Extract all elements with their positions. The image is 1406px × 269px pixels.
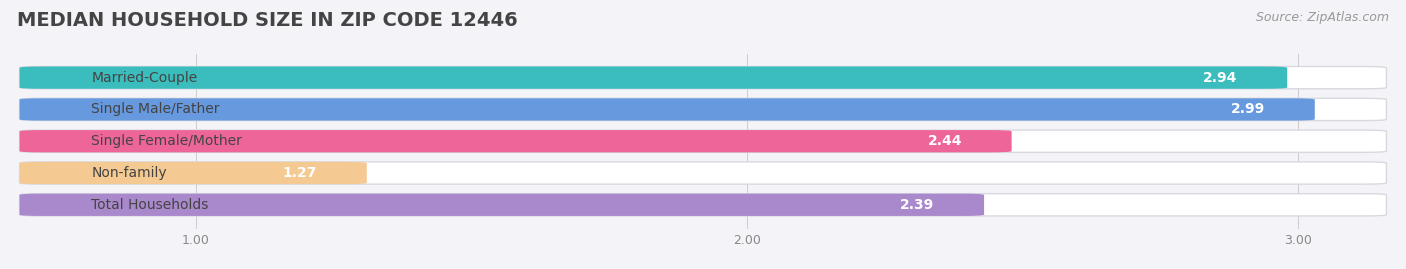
FancyBboxPatch shape <box>20 194 984 216</box>
Text: 1.27: 1.27 <box>283 166 318 180</box>
FancyBboxPatch shape <box>20 194 1386 216</box>
FancyBboxPatch shape <box>20 98 1315 121</box>
Text: Total Households: Total Households <box>91 198 208 212</box>
Text: 2.39: 2.39 <box>900 198 935 212</box>
FancyBboxPatch shape <box>20 66 1288 89</box>
Text: Non-family: Non-family <box>91 166 167 180</box>
FancyBboxPatch shape <box>20 162 367 184</box>
FancyBboxPatch shape <box>20 130 1012 152</box>
FancyBboxPatch shape <box>20 66 1386 89</box>
Text: Married-Couple: Married-Couple <box>91 71 197 85</box>
Text: Source: ZipAtlas.com: Source: ZipAtlas.com <box>1256 11 1389 24</box>
Text: Single Female/Mother: Single Female/Mother <box>91 134 242 148</box>
Text: Single Male/Father: Single Male/Father <box>91 102 219 116</box>
FancyBboxPatch shape <box>20 98 1386 121</box>
Text: MEDIAN HOUSEHOLD SIZE IN ZIP CODE 12446: MEDIAN HOUSEHOLD SIZE IN ZIP CODE 12446 <box>17 11 517 30</box>
Text: 2.44: 2.44 <box>928 134 962 148</box>
Text: 2.99: 2.99 <box>1230 102 1265 116</box>
Text: 2.94: 2.94 <box>1204 71 1237 85</box>
FancyBboxPatch shape <box>20 162 1386 184</box>
FancyBboxPatch shape <box>20 130 1386 152</box>
